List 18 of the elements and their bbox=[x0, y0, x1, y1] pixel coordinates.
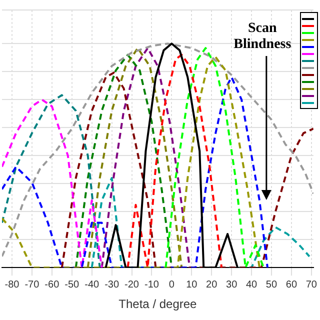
x-tick-label: -70 bbox=[24, 279, 40, 290]
x-tick-label: 70 bbox=[306, 279, 318, 290]
x-tick-label: 0 bbox=[168, 279, 175, 290]
annotation: Scan Blindness bbox=[234, 21, 292, 52]
x-tick-label: 60 bbox=[286, 279, 298, 290]
x-tick-label: 10 bbox=[186, 279, 198, 290]
x-tick-label: -10 bbox=[144, 279, 160, 290]
x-tick-label: -30 bbox=[104, 279, 120, 290]
x-tick-label: -80 bbox=[4, 279, 20, 290]
x-tick-label: -60 bbox=[44, 279, 60, 290]
x-tick-label: -50 bbox=[64, 279, 80, 290]
x-tick-label: -40 bbox=[84, 279, 100, 290]
x-tick-label: 50 bbox=[266, 279, 278, 290]
x-tick-label: 30 bbox=[226, 279, 238, 290]
x-tick-label: 20 bbox=[206, 279, 218, 290]
x-tick-label: -20 bbox=[124, 279, 140, 290]
x-tick-label: 40 bbox=[246, 279, 258, 290]
x-axis-title: Theta / degree bbox=[118, 297, 198, 312]
